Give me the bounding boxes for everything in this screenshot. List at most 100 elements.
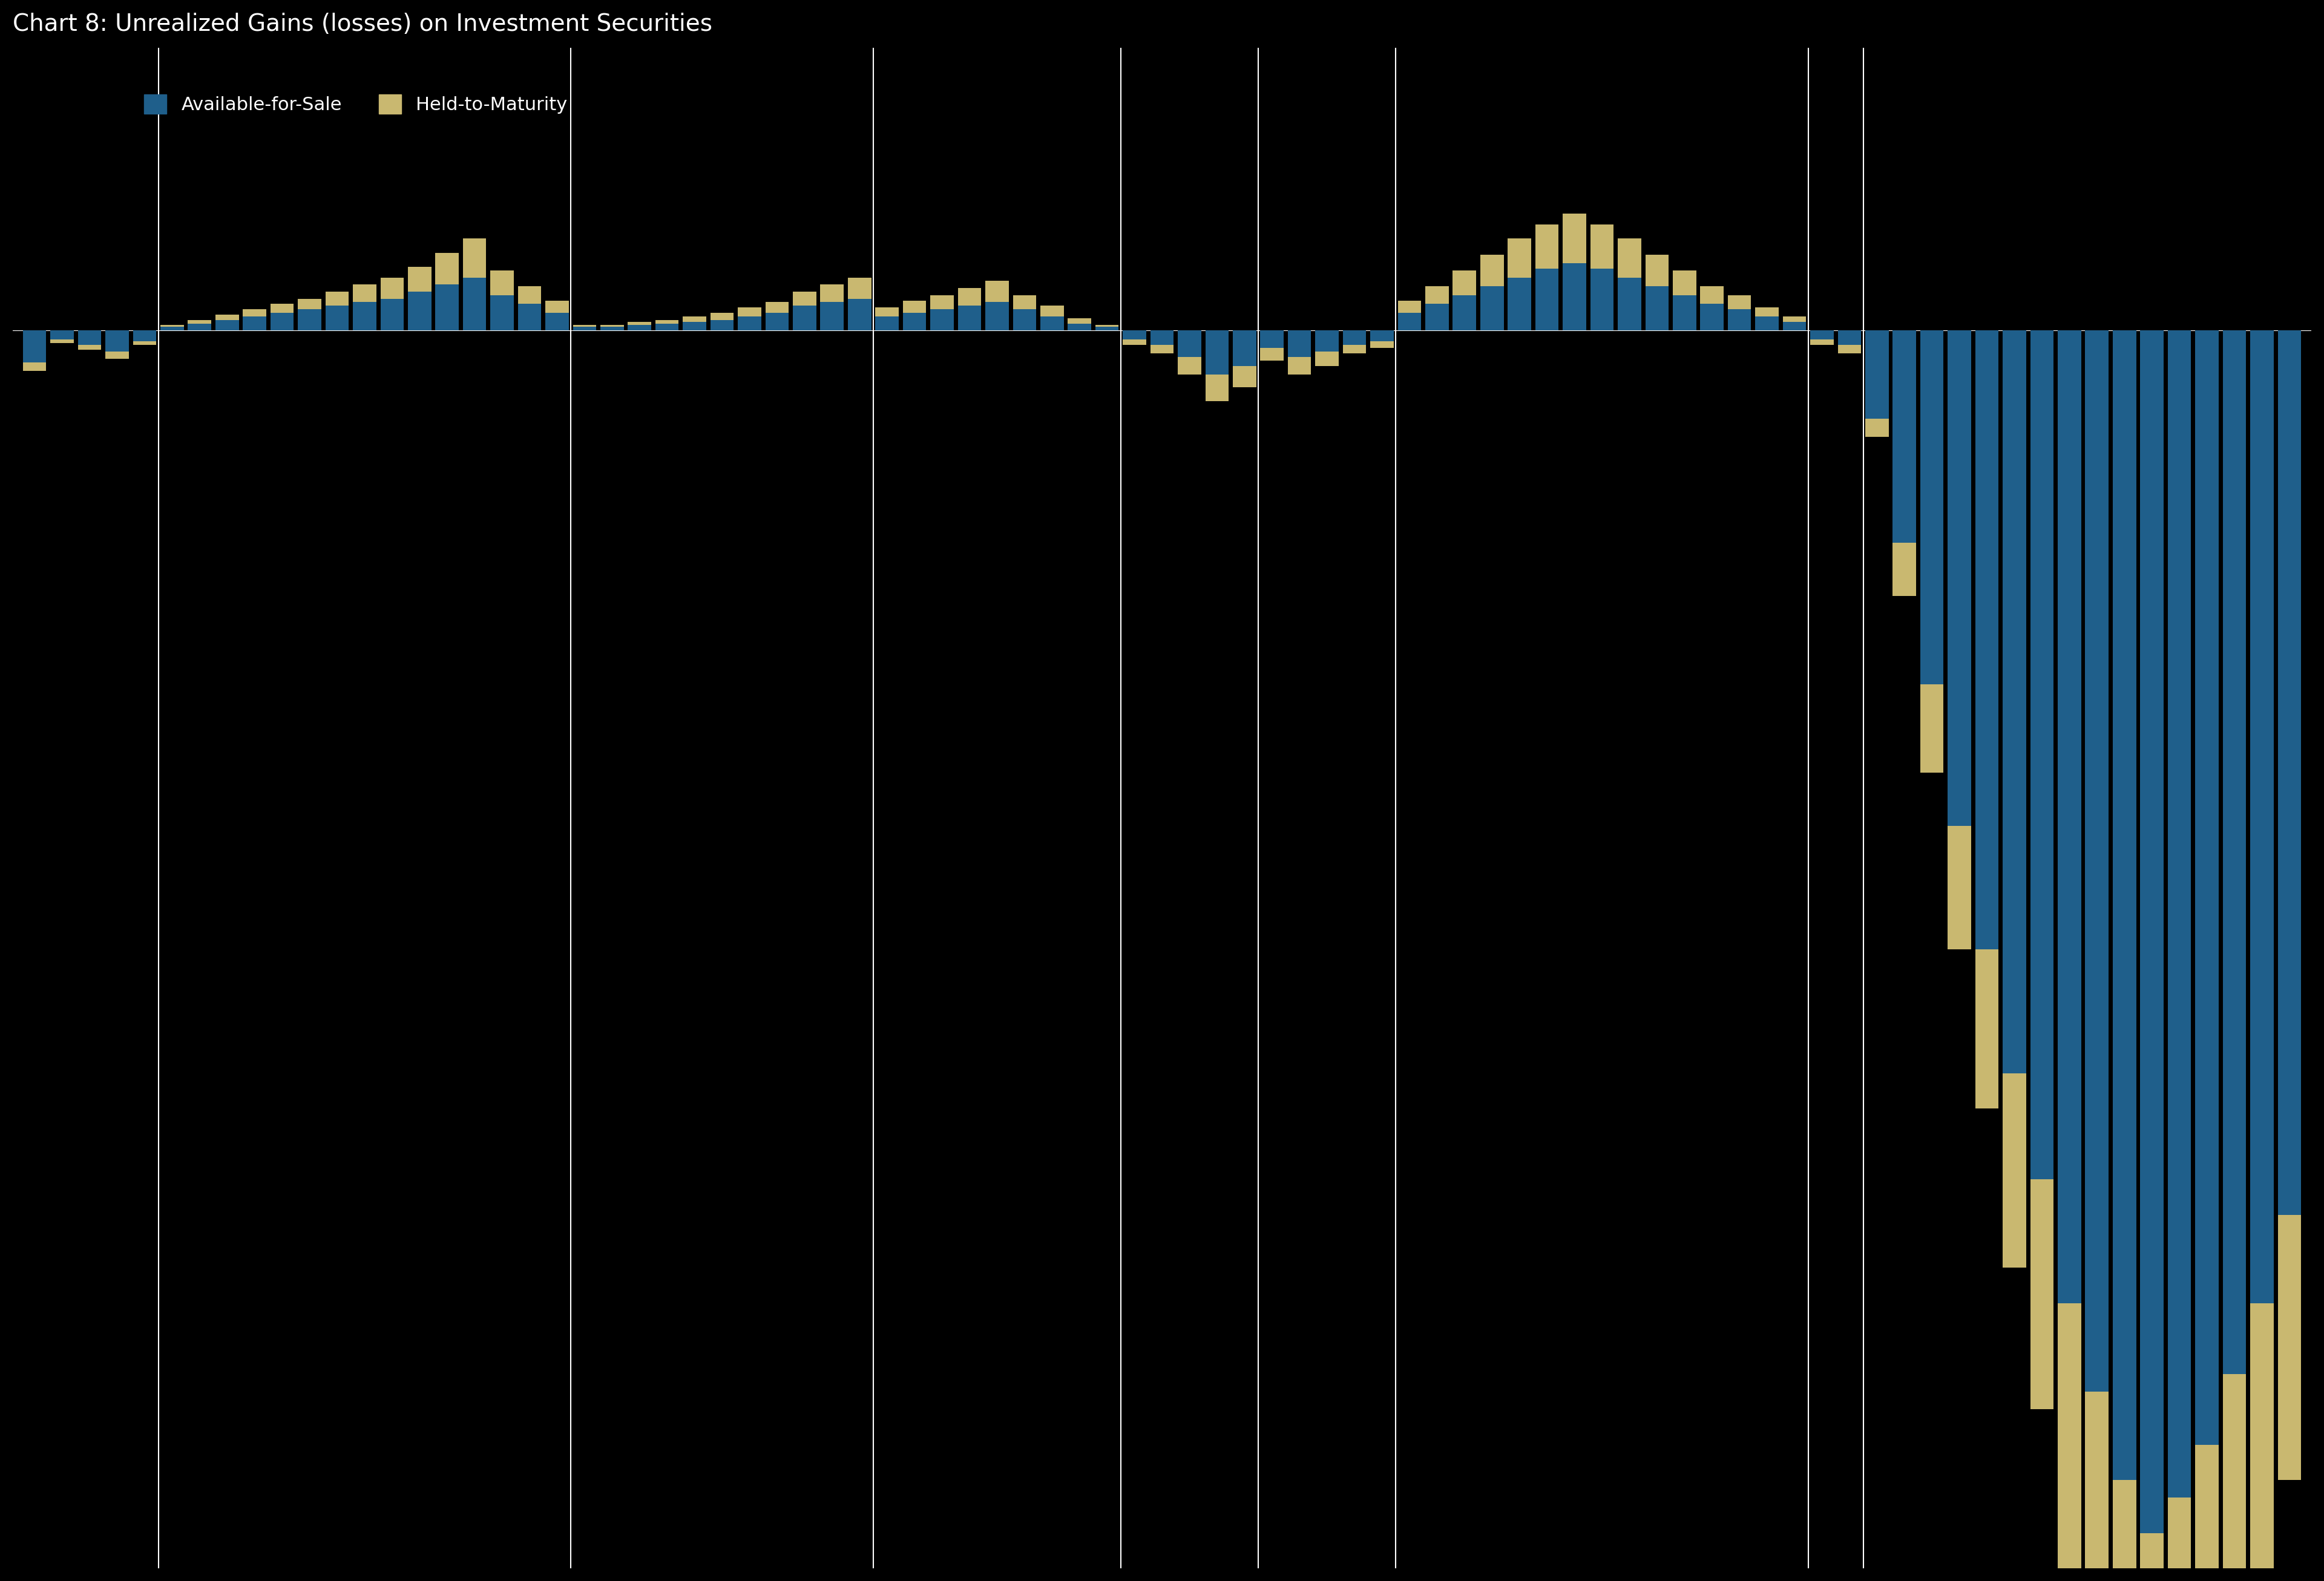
Bar: [1480, 286, 1504, 330]
Bar: [765, 302, 788, 313]
Bar: [51, 330, 74, 340]
Bar: [1508, 239, 1532, 277]
Bar: [876, 308, 899, 316]
Bar: [2085, 330, 2108, 1391]
Bar: [1701, 286, 1724, 304]
Bar: [2057, 330, 2080, 1303]
Bar: [1178, 330, 1202, 357]
Bar: [105, 351, 128, 359]
Bar: [600, 327, 623, 330]
Bar: [2057, 1303, 2080, 1568]
Bar: [1755, 308, 1778, 316]
Bar: [1975, 950, 1999, 1108]
Bar: [2278, 1214, 2301, 1480]
Bar: [1095, 327, 1118, 330]
Bar: [1452, 270, 1476, 296]
Bar: [160, 326, 184, 327]
Bar: [325, 305, 349, 330]
Bar: [353, 285, 376, 302]
Bar: [1838, 345, 1862, 354]
Bar: [23, 362, 46, 372]
Bar: [711, 319, 734, 330]
Bar: [435, 253, 458, 285]
Bar: [1948, 330, 1971, 825]
Bar: [1590, 225, 1613, 269]
Bar: [1122, 340, 1146, 345]
Bar: [655, 319, 679, 324]
Bar: [2113, 330, 2136, 1480]
Bar: [1866, 419, 1889, 436]
Bar: [1645, 255, 1669, 286]
Bar: [1425, 304, 1448, 330]
Bar: [244, 310, 267, 316]
Bar: [1701, 304, 1724, 330]
Bar: [518, 286, 541, 304]
Bar: [2168, 330, 2192, 1497]
Bar: [462, 239, 486, 277]
Bar: [2031, 1179, 2054, 1409]
Legend: Available-for-Sale, Held-to-Maturity: Available-for-Sale, Held-to-Maturity: [137, 87, 574, 122]
Bar: [105, 330, 128, 351]
Bar: [2196, 1445, 2219, 1581]
Bar: [1315, 351, 1339, 365]
Bar: [2222, 1374, 2245, 1581]
Bar: [1397, 313, 1422, 330]
Bar: [930, 310, 953, 330]
Bar: [1480, 255, 1504, 286]
Bar: [79, 345, 102, 349]
Bar: [574, 326, 597, 327]
Text: Chart 8: Unrealized Gains (losses) on Investment Securities: Chart 8: Unrealized Gains (losses) on In…: [12, 13, 711, 36]
Bar: [462, 277, 486, 330]
Bar: [1618, 239, 1641, 277]
Bar: [297, 310, 321, 330]
Bar: [1727, 310, 1750, 330]
Bar: [930, 296, 953, 310]
Bar: [518, 304, 541, 330]
Bar: [820, 285, 844, 302]
Bar: [1590, 269, 1613, 330]
Bar: [79, 330, 102, 345]
Bar: [820, 302, 844, 330]
Bar: [216, 319, 239, 330]
Bar: [353, 302, 376, 330]
Bar: [1150, 330, 1174, 345]
Bar: [2250, 330, 2273, 1303]
Bar: [737, 316, 762, 330]
Bar: [1920, 685, 1943, 773]
Bar: [848, 299, 872, 330]
Bar: [270, 313, 293, 330]
Bar: [1645, 286, 1669, 330]
Bar: [325, 291, 349, 305]
Bar: [1122, 330, 1146, 340]
Bar: [1755, 316, 1778, 330]
Bar: [1287, 357, 1311, 375]
Bar: [957, 288, 981, 305]
Bar: [1343, 345, 1367, 354]
Bar: [902, 300, 927, 313]
Bar: [1178, 357, 1202, 375]
Bar: [1315, 330, 1339, 351]
Bar: [2085, 1391, 2108, 1581]
Bar: [546, 313, 569, 330]
Bar: [1397, 300, 1422, 313]
Bar: [1975, 330, 1999, 950]
Bar: [2168, 1497, 2192, 1581]
Bar: [876, 316, 899, 330]
Bar: [1013, 296, 1037, 310]
Bar: [546, 300, 569, 313]
Bar: [2278, 330, 2301, 1214]
Bar: [985, 281, 1009, 302]
Bar: [1067, 324, 1092, 330]
Bar: [1013, 310, 1037, 330]
Bar: [1206, 375, 1229, 402]
Bar: [627, 326, 651, 330]
Bar: [1206, 330, 1229, 375]
Bar: [1232, 330, 1257, 365]
Bar: [1150, 345, 1174, 354]
Bar: [297, 299, 321, 310]
Bar: [574, 327, 597, 330]
Bar: [2113, 1480, 2136, 1581]
Bar: [1343, 330, 1367, 345]
Bar: [490, 296, 514, 330]
Bar: [1673, 296, 1697, 330]
